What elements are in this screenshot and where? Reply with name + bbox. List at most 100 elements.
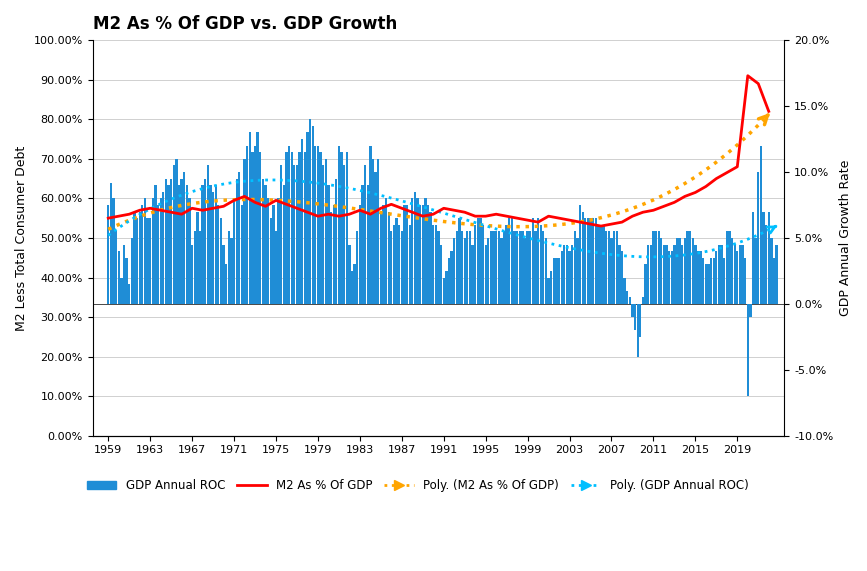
Bar: [668, 251, 670, 304]
Bar: [702, 258, 704, 304]
Bar: [744, 258, 746, 304]
Bar: [503, 231, 505, 304]
Bar: [303, 152, 306, 304]
Bar: [613, 231, 616, 304]
Bar: [582, 212, 583, 304]
Bar: [544, 238, 547, 304]
Bar: [757, 172, 759, 304]
Bar: [262, 179, 264, 304]
Bar: [644, 264, 647, 304]
Bar: [733, 244, 736, 304]
Bar: [453, 238, 455, 304]
Bar: [446, 271, 447, 304]
Bar: [684, 238, 686, 304]
Bar: [165, 179, 167, 304]
Bar: [762, 212, 765, 304]
Bar: [290, 152, 293, 304]
Bar: [408, 225, 411, 304]
Bar: [411, 198, 414, 304]
Bar: [264, 185, 267, 304]
Bar: [692, 238, 694, 304]
Bar: [406, 205, 408, 304]
Bar: [136, 218, 138, 304]
Bar: [214, 185, 217, 304]
Bar: [220, 218, 222, 304]
Bar: [364, 166, 366, 304]
Bar: [403, 205, 406, 304]
Bar: [564, 244, 565, 304]
Bar: [526, 231, 529, 304]
Bar: [309, 119, 311, 304]
Bar: [442, 278, 445, 304]
Bar: [469, 231, 471, 304]
Bar: [351, 271, 353, 304]
Bar: [149, 218, 152, 304]
Bar: [629, 297, 631, 304]
Bar: [466, 231, 468, 304]
Bar: [319, 152, 322, 304]
Bar: [275, 231, 277, 304]
Bar: [277, 198, 280, 304]
Bar: [600, 225, 603, 304]
Bar: [694, 244, 696, 304]
Bar: [718, 244, 720, 304]
Bar: [209, 185, 212, 304]
Bar: [434, 225, 437, 304]
Bar: [674, 244, 675, 304]
Bar: [518, 231, 521, 304]
Bar: [191, 244, 193, 304]
Bar: [608, 231, 610, 304]
Bar: [618, 244, 621, 304]
Bar: [147, 218, 149, 304]
Bar: [427, 205, 429, 304]
Bar: [474, 225, 476, 304]
Bar: [217, 205, 219, 304]
Bar: [437, 231, 440, 304]
Bar: [539, 225, 542, 304]
Bar: [288, 146, 290, 304]
Bar: [665, 244, 668, 304]
Bar: [574, 231, 576, 304]
Bar: [775, 244, 778, 304]
Bar: [329, 212, 332, 304]
Bar: [349, 244, 350, 304]
Bar: [595, 218, 596, 304]
Bar: [459, 218, 460, 304]
Bar: [139, 212, 140, 304]
Bar: [369, 146, 371, 304]
Bar: [228, 231, 230, 304]
Bar: [770, 238, 772, 304]
Text: M2 As % Of GDP vs. GDP Growth: M2 As % Of GDP vs. GDP Growth: [93, 15, 397, 33]
Bar: [110, 183, 112, 304]
Bar: [495, 231, 498, 304]
Bar: [393, 225, 395, 304]
Bar: [134, 212, 135, 304]
Bar: [314, 146, 316, 304]
Bar: [511, 218, 513, 304]
Bar: [272, 205, 275, 304]
Bar: [736, 251, 739, 304]
Bar: [254, 146, 256, 304]
Bar: [429, 212, 432, 304]
Bar: [206, 166, 209, 304]
Bar: [375, 172, 377, 304]
Bar: [126, 258, 127, 304]
Bar: [472, 244, 473, 304]
Bar: [298, 152, 301, 304]
Bar: [201, 185, 204, 304]
Bar: [500, 238, 503, 304]
Bar: [700, 251, 701, 304]
Bar: [765, 225, 767, 304]
Bar: [311, 126, 314, 304]
Bar: [767, 212, 770, 304]
Bar: [336, 179, 337, 304]
Bar: [398, 225, 401, 304]
Bar: [152, 198, 154, 304]
Bar: [679, 238, 681, 304]
Bar: [492, 231, 495, 304]
Bar: [689, 231, 691, 304]
Bar: [178, 185, 180, 304]
Legend: GDP Annual ROC, M2 As % Of GDP, Poly. (M2 As % Of GDP), Poly. (GDP Annual ROC): GDP Annual ROC, M2 As % Of GDP, Poly. (M…: [82, 475, 753, 497]
Bar: [293, 166, 296, 304]
Bar: [377, 159, 380, 304]
